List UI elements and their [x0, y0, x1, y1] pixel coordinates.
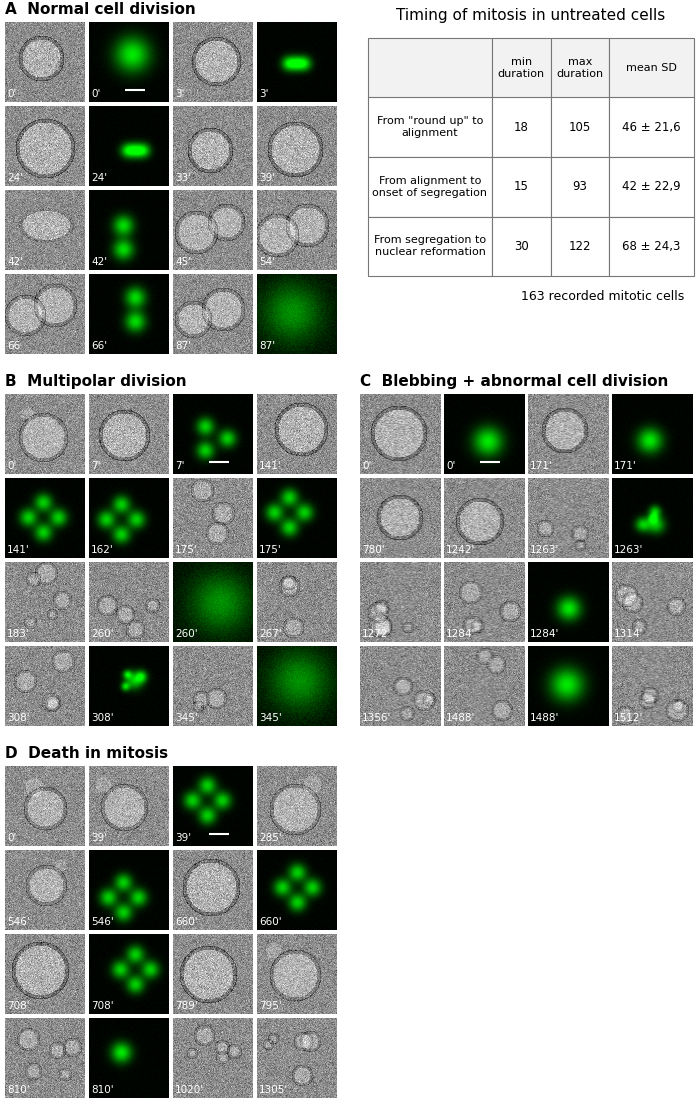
Text: 0': 0'	[7, 88, 16, 100]
Text: 267': 267'	[259, 629, 281, 639]
Text: 87': 87'	[175, 341, 191, 351]
Text: A  Normal cell division: A Normal cell division	[5, 2, 196, 17]
Text: 1314': 1314'	[614, 629, 643, 639]
Text: 87': 87'	[259, 341, 275, 351]
Text: 183': 183'	[7, 629, 29, 639]
Text: 546': 546'	[7, 917, 29, 927]
Text: 0': 0'	[91, 88, 100, 100]
Text: 42': 42'	[7, 257, 23, 267]
Text: 39': 39'	[259, 173, 275, 182]
Text: 3': 3'	[175, 88, 185, 100]
Text: 660': 660'	[259, 917, 281, 927]
Text: 1020': 1020'	[175, 1085, 204, 1095]
Text: 810': 810'	[7, 1085, 29, 1095]
Text: 1512': 1512'	[614, 713, 643, 723]
Text: 171': 171'	[614, 461, 637, 471]
Text: D  Death in mitosis: D Death in mitosis	[5, 747, 168, 761]
Text: 39': 39'	[175, 833, 191, 843]
Text: 141': 141'	[259, 461, 281, 471]
Text: 0': 0'	[446, 461, 456, 471]
Text: 660': 660'	[175, 917, 197, 927]
Text: 163 recorded mitotic cells: 163 recorded mitotic cells	[521, 290, 685, 303]
Text: 308': 308'	[7, 713, 29, 723]
Text: 7': 7'	[175, 461, 185, 471]
Text: 1488': 1488'	[530, 713, 559, 723]
Text: 1305': 1305'	[259, 1085, 288, 1095]
Text: 162': 162'	[91, 545, 113, 555]
Text: 0': 0'	[362, 461, 372, 471]
Text: 708': 708'	[7, 1001, 29, 1011]
Text: 0': 0'	[7, 833, 16, 843]
Text: 308': 308'	[91, 713, 113, 723]
Text: 795': 795'	[259, 1001, 281, 1011]
Text: 42': 42'	[91, 257, 107, 267]
Text: 1488': 1488'	[446, 713, 475, 723]
Text: Timing of mitosis in untreated cells: Timing of mitosis in untreated cells	[396, 8, 666, 23]
Text: 1263': 1263'	[614, 545, 643, 555]
Text: 780': 780'	[362, 545, 384, 555]
Text: 0': 0'	[7, 461, 16, 471]
Text: 1242': 1242'	[446, 545, 475, 555]
Text: 708': 708'	[91, 1001, 113, 1011]
Text: C  Blebbing + abnormal cell division: C Blebbing + abnormal cell division	[360, 374, 668, 389]
Text: 66: 66	[7, 341, 20, 351]
Text: 260': 260'	[175, 629, 197, 639]
Text: 1284': 1284'	[446, 629, 475, 639]
Text: 260': 260'	[91, 629, 113, 639]
Text: 54': 54'	[259, 257, 275, 267]
Text: 1356': 1356'	[362, 713, 391, 723]
Text: 546': 546'	[91, 917, 113, 927]
Text: 66': 66'	[91, 341, 107, 351]
Text: 345': 345'	[175, 713, 197, 723]
Text: 345': 345'	[259, 713, 281, 723]
Text: B  Multipolar division: B Multipolar division	[5, 374, 187, 389]
Text: 1284': 1284'	[530, 629, 559, 639]
Text: 1263': 1263'	[530, 545, 559, 555]
Text: 45': 45'	[175, 257, 191, 267]
Text: 24': 24'	[91, 173, 107, 182]
Text: 7': 7'	[91, 461, 101, 471]
Text: 39': 39'	[91, 833, 107, 843]
Text: 175': 175'	[175, 545, 197, 555]
Text: 3': 3'	[259, 88, 269, 100]
Text: 175': 175'	[259, 545, 281, 555]
Text: 285': 285'	[259, 833, 281, 843]
Text: 171': 171'	[530, 461, 553, 471]
Text: 1272': 1272'	[362, 629, 391, 639]
Text: 141': 141'	[7, 545, 29, 555]
Text: 810': 810'	[91, 1085, 113, 1095]
Text: 33': 33'	[175, 173, 191, 182]
Text: 789': 789'	[175, 1001, 197, 1011]
Text: 24': 24'	[7, 173, 23, 182]
